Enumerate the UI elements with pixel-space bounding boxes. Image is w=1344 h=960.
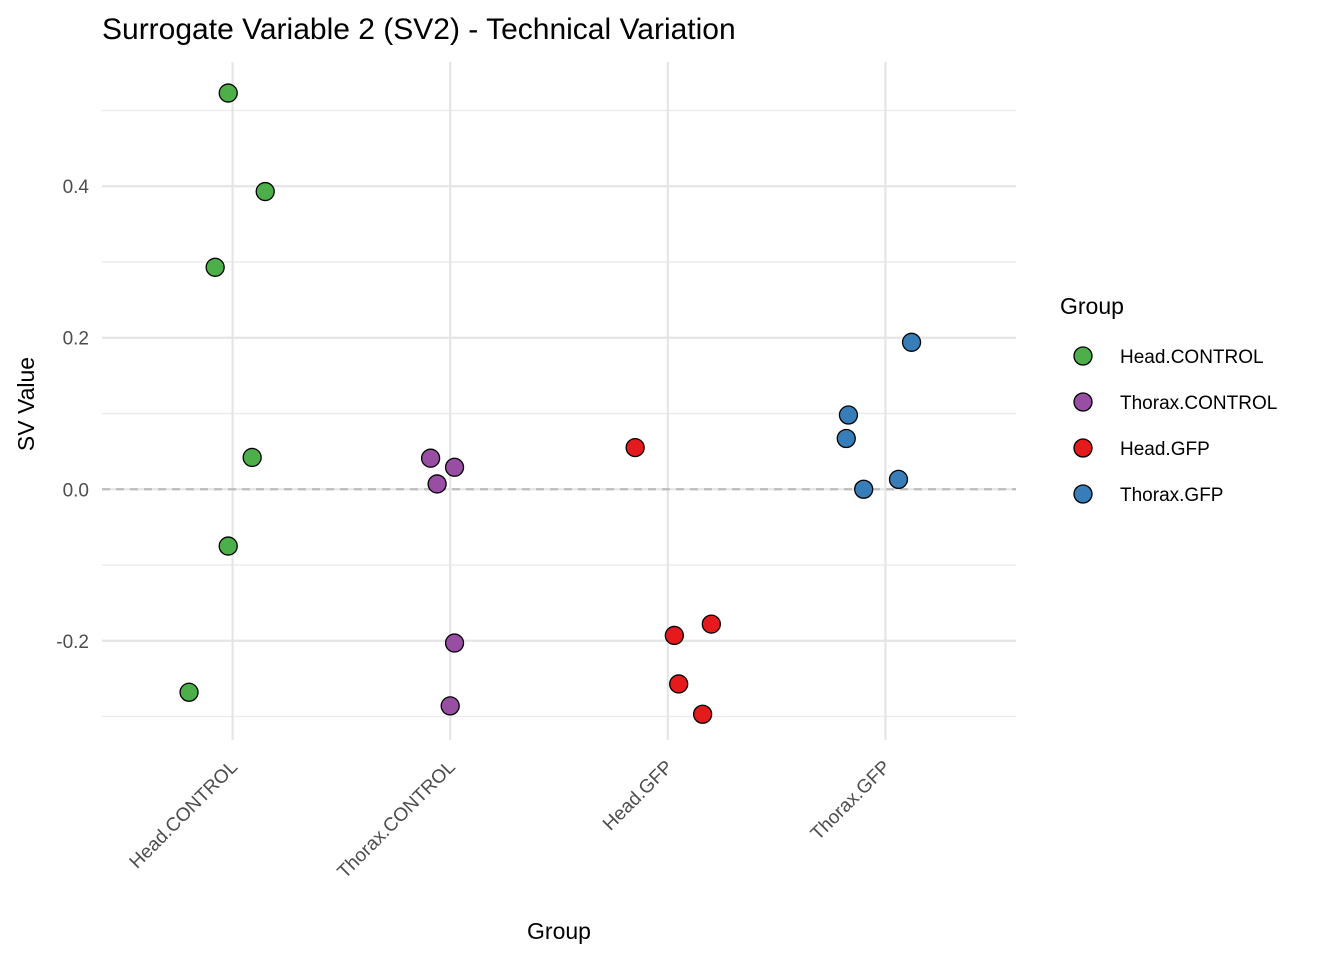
data-points [179, 83, 922, 724]
gridlines [102, 62, 1016, 740]
legend-label: Thorax.CONTROL [1120, 393, 1277, 414]
x-tick-label: Head.GFP [599, 757, 677, 835]
data-point [205, 257, 225, 277]
data-point [692, 704, 713, 724]
data-point [625, 437, 645, 458]
data-point [218, 83, 238, 103]
legend-label: Head.CONTROL [1120, 347, 1264, 368]
data-point [701, 614, 721, 634]
data-point [836, 428, 856, 449]
legend-key [1073, 484, 1093, 504]
y-tick-label: 0.0 [63, 480, 89, 501]
y-tick-label: -0.2 [56, 632, 89, 653]
legend-label: Head.GFP [1120, 439, 1210, 460]
y-axis-label: SV Value [13, 357, 39, 451]
data-point [888, 469, 909, 490]
data-point [854, 479, 874, 499]
data-point [440, 696, 460, 716]
y-axis-ticks: -0.2 0.0 0.2 0.4 [56, 177, 89, 653]
data-point [218, 536, 238, 556]
x-tick-label: Thorax.CONTROL [334, 757, 460, 883]
data-point [444, 457, 465, 477]
legend-key [1073, 392, 1093, 412]
y-tick-label: 0.4 [63, 177, 90, 198]
x-axis-label: Group [527, 918, 591, 944]
legend-key [1073, 438, 1093, 458]
x-tick-label: Head.CONTROL [126, 757, 242, 873]
data-point [444, 633, 465, 653]
data-point [420, 448, 441, 468]
data-point [901, 332, 922, 352]
x-axis-ticks: Head.CONTROL Thorax.CONTROL Head.GFP Thorax… [126, 757, 895, 883]
data-point [255, 181, 275, 202]
legend-key [1073, 346, 1093, 366]
legend: Group Head.CONTROL Thorax.CONTROL Head.GFP… [1060, 293, 1277, 506]
chart-title: Surrogate Variable 2 (SV2) - Technical V… [102, 13, 736, 46]
legend-label: Thorax.GFP [1120, 485, 1223, 506]
x-tick-label: Thorax.GFP [807, 757, 895, 845]
data-point [242, 447, 262, 468]
legend-title: Group [1060, 293, 1124, 319]
data-point [838, 405, 859, 425]
data-point [179, 682, 199, 702]
y-tick-label: 0.2 [63, 329, 89, 350]
data-point [664, 625, 684, 646]
data-point [669, 674, 689, 694]
data-point [427, 474, 447, 494]
